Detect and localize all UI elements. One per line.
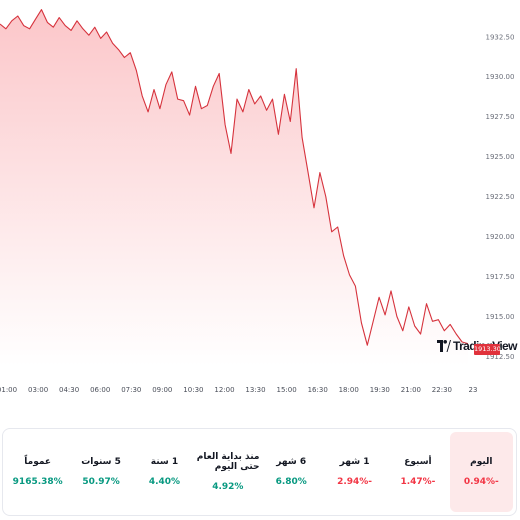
y-axis-tick-label: 1932.50 <box>486 33 515 41</box>
x-axis-tick-label: 04:30 <box>59 386 79 394</box>
performance-period-label: منذ بداية العام حتى اليوم <box>196 452 260 472</box>
x-axis-tick-label: 12:00 <box>214 386 234 394</box>
performance-period-value: 9165.38% <box>12 477 63 487</box>
x-axis-tick-label: 07:30 <box>121 386 141 394</box>
performance-period-value: 0.94%- <box>463 477 499 487</box>
performance-period-label: 1 سنة <box>150 457 179 467</box>
x-axis-tick-label: 10:30 <box>183 386 203 394</box>
x-axis-tick-label: 18:00 <box>339 386 359 394</box>
x-axis-tick-label: 21:00 <box>401 386 421 394</box>
performance-period-label: اليوم <box>470 457 493 467</box>
performance-period-value: 1.47%- <box>400 477 436 487</box>
y-axis-tick-label: 1922.50 <box>486 193 515 201</box>
price-line <box>0 9 469 346</box>
x-axis-tick-label: 13:30 <box>245 386 265 394</box>
x-axis-tick-label: 03:00 <box>28 386 48 394</box>
y-axis-tick-label: 1912.50 <box>486 353 515 361</box>
price-chart[interactable]: 1932.50 1930.00 1927.50 1925.00 1922.50 1920.… <box>0 0 520 400</box>
y-axis-tick-label: 1917.50 <box>486 273 515 281</box>
x-axis-tick-label: 06:00 <box>90 386 110 394</box>
performance-period-label: 6 شهر <box>276 457 307 467</box>
performance-period-6[interactable]: 5 سنوات 50.97% <box>69 432 132 512</box>
x-axis-tick-label: 01:00 <box>0 386 17 394</box>
performance-period-value: 6.80% <box>275 477 307 487</box>
price-area-fill <box>0 9 468 366</box>
y-axis-tick-label: 1927.50 <box>486 113 515 121</box>
performance-bar: اليوم 0.94%- أسبوع 1.47%- 1 شهر 2.94%- 6 شهر 6.… <box>2 428 517 516</box>
x-axis-tick-label: 23 <box>469 386 478 394</box>
x-axis-tick-label: 22:30 <box>432 386 452 394</box>
performance-period-value: 4.40% <box>148 477 181 487</box>
performance-period-value: 4.92% <box>212 482 244 492</box>
performance-period-value: 50.97% <box>82 477 120 487</box>
performance-period-7[interactable]: عموماً 9165.38% <box>6 432 69 512</box>
performance-period-2[interactable]: 1 شهر 2.94%- <box>323 432 386 512</box>
performance-period-1[interactable]: أسبوع 1.47%- <box>386 432 449 512</box>
performance-period-label: 5 سنوات <box>81 457 121 467</box>
last-price-label: 1913.30 <box>474 344 501 355</box>
performance-period-5[interactable]: 1 سنة 4.40% <box>133 432 196 512</box>
x-axis-tick-label: 19:30 <box>370 386 390 394</box>
performance-period-value: 2.94%- <box>337 477 373 487</box>
x-axis-tick-label: 16:30 <box>308 386 328 394</box>
performance-period-label: 1 شهر <box>339 457 370 467</box>
price-chart-svg[interactable]: 1932.50 1930.00 1927.50 1925.00 1922.50 1920.… <box>0 0 520 400</box>
y-axis-tick-label: 1915.00 <box>486 313 515 321</box>
performance-period-4[interactable]: منذ بداية العام حتى اليوم 4.92% <box>196 432 260 512</box>
x-axis-tick-label: 15:00 <box>277 386 297 394</box>
tradingview-logo-icon <box>437 340 451 352</box>
y-axis-tick-label: 1920.00 <box>486 233 515 241</box>
performance-period-0[interactable]: اليوم 0.94%- <box>449 432 513 512</box>
y-axis-tick-label: 1925.00 <box>486 153 515 161</box>
y-axis-tick-label: 1930.00 <box>486 73 515 81</box>
performance-period-3[interactable]: 6 شهر 6.80% <box>260 432 323 512</box>
x-axis-tick-label: 09:00 <box>152 386 172 394</box>
performance-period-label: عموماً <box>24 457 52 467</box>
performance-period-label: أسبوع <box>404 457 432 467</box>
